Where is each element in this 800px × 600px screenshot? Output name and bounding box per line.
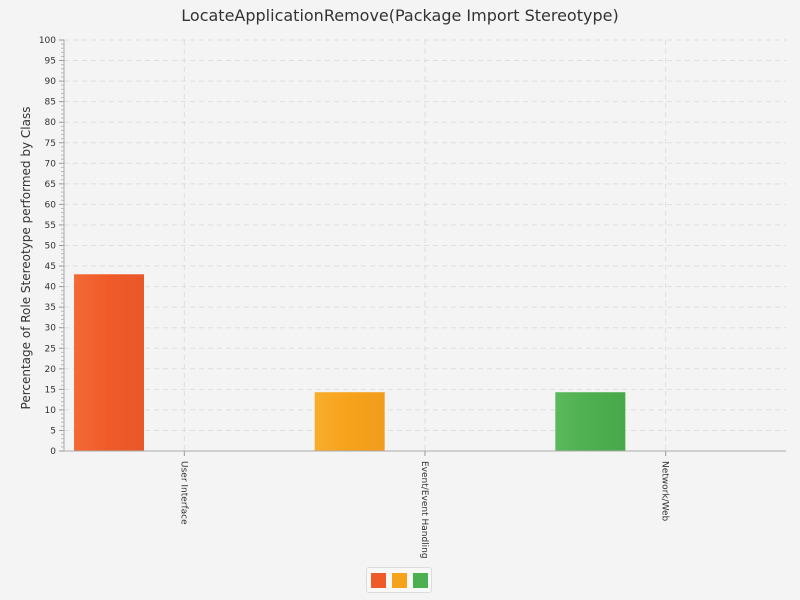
y-tick-label: 15 <box>45 385 56 395</box>
y-axis-label: Percentage of Role Stereotype performed … <box>19 107 33 410</box>
y-tick-label: 85 <box>45 98 56 108</box>
y-tick-label: 60 <box>45 200 57 210</box>
y-tick-label: 0 <box>50 447 56 457</box>
y-tick-label: 5 <box>50 426 56 436</box>
x-tick-label: Event/Event Handling <box>419 461 429 559</box>
chart-title: LocateApplicationRemove(Package Import S… <box>181 6 619 25</box>
y-tick-label: 75 <box>45 139 56 149</box>
y-tick-label: 40 <box>45 283 57 293</box>
y-tick-label: 55 <box>45 221 56 231</box>
y-tick-label: 95 <box>45 57 56 67</box>
y-tick-label: 65 <box>45 180 56 190</box>
y-tick-label: 10 <box>45 406 57 416</box>
y-tick-label: 30 <box>45 324 57 334</box>
y-tick-label: 25 <box>45 344 56 354</box>
x-tick-label: User Interface <box>178 461 188 525</box>
y-tick-label: 90 <box>45 77 57 87</box>
x-tick-label: Network/Web <box>660 461 670 522</box>
axes: 0 5 10 15 20 25 30 35 40 45 50 55 60 65 70 75 80 85 90 95 10… <box>39 36 786 559</box>
bars <box>74 274 626 451</box>
grid <box>64 39 786 451</box>
legend-swatch-event-handling <box>392 573 407 588</box>
bar-2 <box>555 392 626 451</box>
y-tick-label: 50 <box>45 242 57 252</box>
y-tick-label: 45 <box>45 262 56 272</box>
y-tick-label: 100 <box>39 36 56 46</box>
bar-1 <box>314 392 385 451</box>
legend-swatch-network-web <box>413 573 428 588</box>
y-tick-label: 20 <box>45 365 57 375</box>
y-tick-label: 70 <box>45 159 57 169</box>
legend <box>366 567 432 593</box>
legend-swatch-user-interface <box>371 573 386 588</box>
y-tick-label: 80 <box>45 118 57 128</box>
y-tick-label: 35 <box>45 303 56 313</box>
bar-0 <box>74 274 144 451</box>
